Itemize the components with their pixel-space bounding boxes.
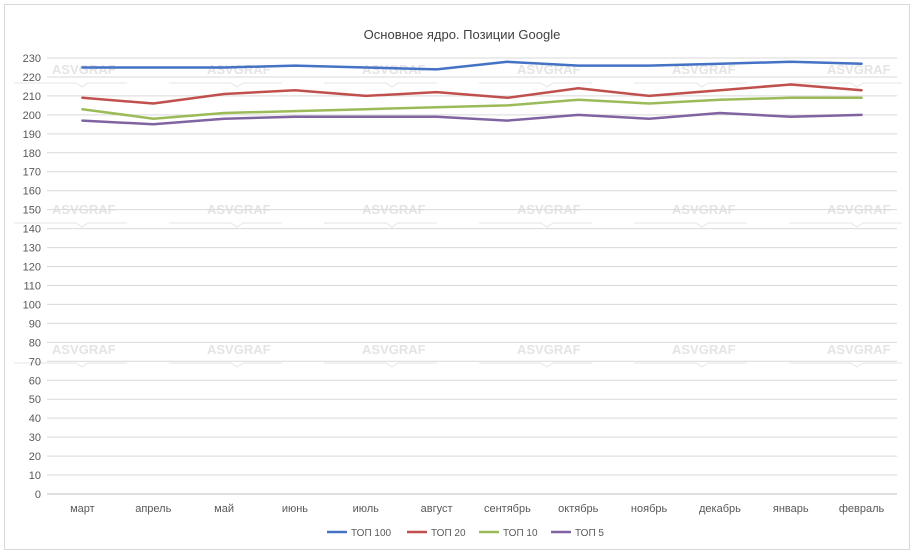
y-tick-label: 50 [29,394,41,406]
x-tick-label: февраль [839,503,885,515]
series-line-1 [81,60,863,71]
watermark-text: ASVGRAF [52,342,116,357]
watermark-underline [14,362,127,368]
x-tick-label: декабрь [699,503,741,515]
watermark-underline [479,82,592,88]
y-tick-label: 70 [29,356,41,368]
watermark-underline [169,362,282,368]
y-tick-label: 220 [23,72,41,84]
y-tick-label: 170 [23,167,41,179]
watermark-text: ASVGRAF [517,342,581,357]
watermark-text: ASVGRAF [827,62,891,77]
y-tick-labels: 0 10 20 30 40 50 60 70 80 90 100 110 120 130 140 150 160… [23,53,41,501]
y-tick-label: 60 [29,375,41,387]
y-tick-label: 110 [23,280,41,292]
series-lines [81,60,863,126]
watermark-underline [169,82,282,88]
x-tick-label: июнь [282,503,308,515]
x-tick-label: апрель [135,503,171,515]
x-tick-label: ноябрь [631,503,668,515]
watermark-text: ASVGRAF [827,342,891,357]
y-tick-label: 190 [23,129,41,141]
y-tick-label: 10 [29,470,41,482]
legend-label: ТОП 100 [351,528,392,539]
y-tick-label: 100 [23,299,41,311]
y-tick-label: 40 [29,413,41,425]
chart-title: Основное ядро. Позиции Google [364,27,561,42]
watermark-text: ASVGRAF [207,342,271,357]
x-tick-label: январь [773,503,809,515]
y-tick-label: 140 [23,224,41,236]
legend-label: ТОП 10 [503,528,538,539]
series-line-3 [81,96,863,120]
y-tick-label: 150 [23,205,41,217]
x-tick-labels: март апрель май июнь июль август сентябрь октяб… [70,503,884,515]
watermark-text: ASVGRAF [52,62,116,77]
legend-label: ТОП 5 [575,528,604,539]
watermark-underline [14,82,127,88]
y-tick-label: 160 [23,186,41,198]
y-tick-label: 20 [29,451,41,463]
y-tick-label: 90 [29,318,41,330]
watermark-underline [169,222,282,228]
legend-label: ТОП 20 [431,528,466,539]
watermark-layer: ASVGRAF ASVGRAF ASVGRAF ASVGRAF ASVGRAF ASVGR… [14,62,902,368]
watermark-underline [789,362,902,368]
y-tick-label: 80 [29,337,41,349]
watermark-underline [324,362,437,368]
x-tick-label: август [421,503,453,515]
x-tick-label: май [214,503,234,515]
y-tick-label: 0 [35,489,41,501]
watermark-underline [14,222,127,228]
watermark-underline [789,82,902,88]
watermark-underline [479,222,592,228]
x-tick-label: сентябрь [484,503,531,515]
watermark-underline [324,82,437,88]
y-tick-label: 30 [29,432,41,444]
watermark-text: ASVGRAF [672,342,736,357]
series-line-4 [81,111,863,126]
y-tick-label: 200 [23,110,41,122]
watermark-underline [634,222,747,228]
y-tick-label: 230 [23,53,41,65]
watermark-underline [479,362,592,368]
watermark-underline [634,82,747,88]
watermark-text: ASVGRAF [362,342,426,357]
watermark-underline [789,222,902,228]
watermark-underline [324,222,437,228]
x-tick-label: июль [353,503,380,515]
chart-frame [4,4,910,550]
y-tick-label: 130 [23,243,41,255]
legend: ТОП 100 ТОП 20 ТОП 10 ТОП 5 [327,528,604,539]
watermark-text: ASVGRAF [207,62,271,77]
y-tick-label: 210 [23,91,41,103]
series-line-2 [81,83,863,105]
x-tick-label: март [70,503,95,515]
y-tick-label: 180 [23,148,41,160]
x-tick-label: октябрь [558,503,598,515]
watermark-underline [634,362,747,368]
y-tick-label: 120 [23,262,41,274]
